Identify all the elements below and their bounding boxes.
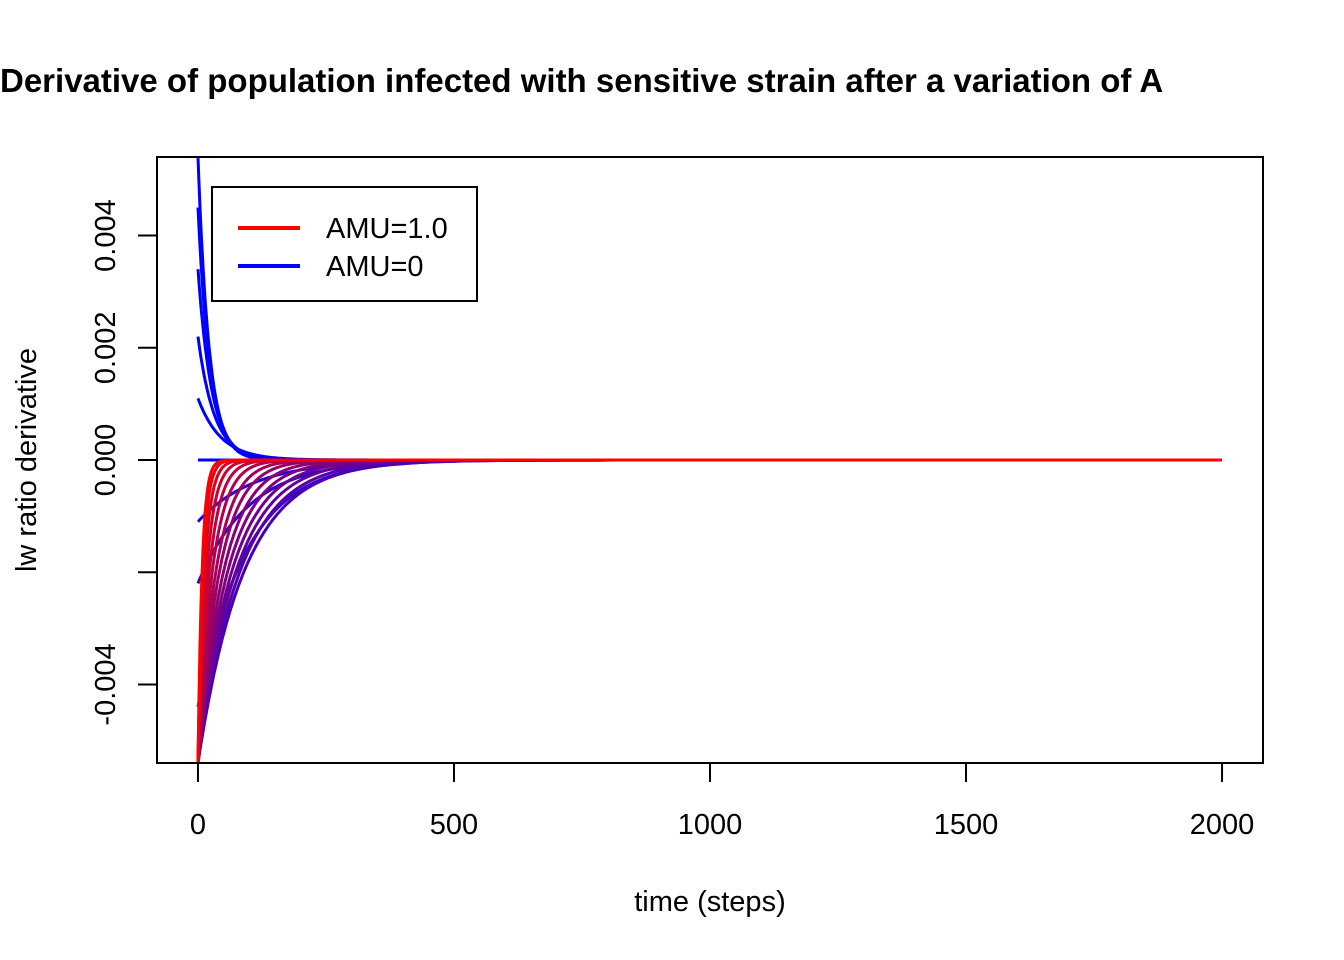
series-line-20 (196, 458, 1222, 762)
x-axis-label: time (steps) (634, 886, 785, 918)
series-layer (196, 158, 1222, 762)
series-line-16 (196, 458, 1182, 762)
legend: AMU=1.0 AMU=0 (211, 186, 478, 302)
series-line-8 (196, 458, 1182, 584)
series-line-10 (196, 458, 1182, 762)
x-tick-label: 2000 (1190, 809, 1255, 841)
series-line-5 (196, 397, 710, 462)
y-tick-label: 0.004 (90, 199, 122, 272)
series-line-22 (196, 458, 1222, 762)
x-tick-label: 1000 (678, 809, 743, 841)
y-tick-label: 0.000 (90, 424, 122, 497)
series-line-13 (196, 458, 1182, 762)
x-axis: 0 500 1000 1500 2000 (190, 762, 1255, 841)
y-axis: -0.004 0.000 0.002 0.004 (90, 199, 158, 726)
legend-label: AMU=1.0 (326, 213, 448, 245)
chart-title: Derivative of population infected with s… (0, 62, 1163, 99)
legend-box (211, 186, 478, 302)
series-line-18 (196, 458, 1182, 762)
series-line-9 (196, 458, 1182, 708)
series-line-12 (196, 458, 1182, 762)
series-line-23 (196, 458, 1222, 762)
y-tick-label: -0.004 (90, 643, 122, 725)
series-line-15 (196, 458, 1182, 762)
series-line-17 (196, 458, 1182, 762)
x-tick-label: 1500 (934, 809, 999, 841)
x-tick-label: 500 (430, 809, 478, 841)
series-line-11 (196, 458, 1182, 762)
series-line-21 (196, 458, 1222, 762)
y-axis-label: lw ratio derivative (11, 348, 43, 572)
x-tick-label: 0 (190, 809, 206, 841)
series-line-19 (196, 458, 1222, 762)
series-line-4 (196, 336, 710, 462)
legend-label: AMU=0 (326, 251, 424, 283)
series-line-14 (196, 458, 1182, 762)
y-tick-label: 0.002 (90, 311, 122, 384)
